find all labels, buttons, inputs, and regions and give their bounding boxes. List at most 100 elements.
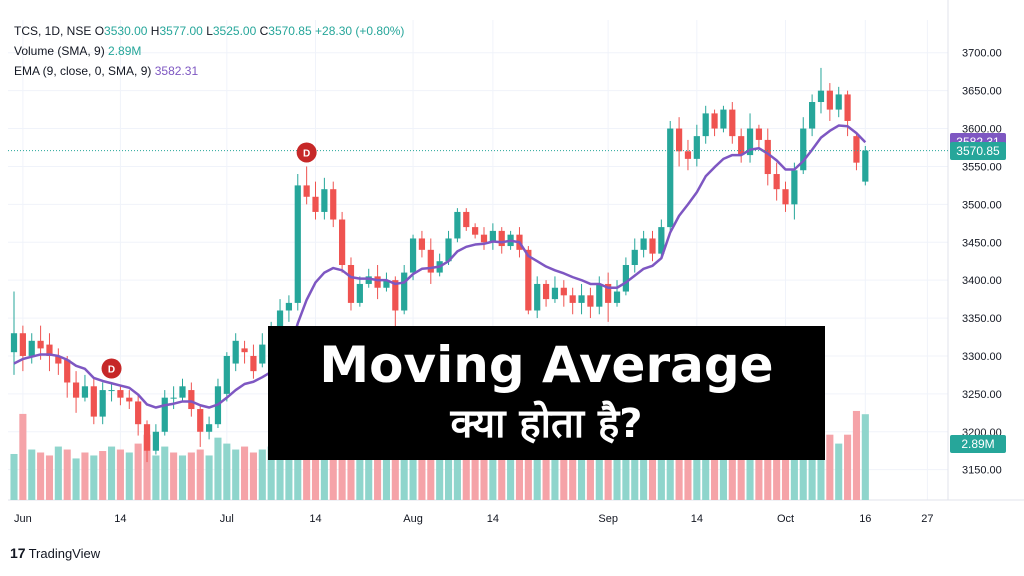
candle-body: [418, 238, 426, 250]
y-tick-label: 3400.00: [962, 275, 1002, 287]
volume-indicator-value: 2.89M: [108, 44, 142, 58]
volume-bar: [178, 455, 187, 500]
volume-bar: [258, 449, 266, 500]
low-value: 3525.00: [212, 24, 257, 38]
candle-body: [746, 128, 754, 156]
title-overlay: Moving Average क्या होता है?: [268, 326, 825, 460]
candle-body: [675, 128, 683, 152]
candle-body: [303, 185, 310, 197]
volume-bar: [303, 431, 311, 500]
candle-body: [525, 249, 532, 311]
volume-bar: [453, 446, 461, 500]
candle-body: [454, 211, 461, 239]
volume-bar: [187, 452, 195, 500]
volume-bar: [808, 440, 816, 500]
volume-bar: [267, 446, 275, 500]
y-tick-label: 3250.00: [962, 389, 1002, 401]
candle-body: [223, 355, 230, 394]
candle-body: [365, 276, 372, 284]
candle-body: [738, 136, 745, 156]
volume-bar: [533, 443, 541, 500]
candle-body: [392, 280, 399, 311]
y-tick-label: 3650.00: [962, 86, 1002, 98]
volume-bar: [241, 446, 249, 500]
volume-bar: [799, 428, 807, 500]
x-tick-label: Jul: [220, 513, 234, 525]
candle-body: [126, 397, 133, 402]
y-tick-label: 3150.00: [962, 465, 1002, 477]
volume-bar: [45, 455, 54, 500]
high-value: 3577.00: [159, 24, 203, 38]
candle-body: [711, 113, 718, 129]
volume-bar: [835, 443, 843, 500]
x-tick-label: 14: [309, 513, 321, 525]
volume-bar: [648, 455, 657, 500]
candle-body: [135, 401, 142, 425]
volume-bar: [223, 443, 231, 500]
volume-bar: [604, 440, 612, 500]
overlay-subtitle: क्या होता है?: [450, 401, 643, 447]
candle-body: [90, 386, 97, 417]
ema-indicator-label: EMA (9, close, 0, SMA, 9): [14, 64, 152, 78]
volume-bar: [790, 434, 798, 500]
candle-body: [853, 136, 860, 163]
volume-bar: [125, 452, 133, 500]
volume-bar: [444, 449, 453, 500]
volume-bar: [844, 434, 852, 500]
candle-body: [693, 136, 700, 159]
candle-body: [596, 283, 603, 307]
volume-bar: [249, 452, 257, 500]
candle-body: [498, 230, 505, 247]
volume-bar: [507, 455, 515, 500]
candle-body: [480, 234, 488, 243]
candle-body: [347, 265, 355, 303]
candle-body: [622, 265, 629, 292]
dividend-marker: [101, 358, 122, 379]
tradingview-brand[interactable]: 17 TradingView: [10, 545, 100, 561]
candle-body: [720, 109, 727, 129]
volume-bar: [515, 452, 524, 500]
volume-bar: [746, 443, 754, 500]
volume-bar: [826, 434, 834, 500]
candle-body: [640, 238, 647, 250]
candle-body: [19, 333, 26, 356]
ema-legend[interactable]: EMA (9, close, 0, SMA, 9) 3582.31: [14, 64, 198, 78]
candle-body: [409, 238, 417, 273]
volume-bar: [311, 440, 320, 500]
candle-body: [658, 227, 665, 254]
volume-bar: [152, 455, 160, 500]
candle-body: [826, 90, 833, 110]
volume-bar: [10, 453, 18, 500]
candle-body: [108, 390, 115, 392]
volume-bar: [542, 449, 550, 500]
candle-body: [427, 249, 434, 273]
last-price-tag: 3570.85: [950, 141, 1006, 160]
candle-body: [587, 295, 594, 307]
volume-bar: [232, 449, 240, 500]
candle-body: [560, 287, 567, 296]
volume-bar: [711, 452, 719, 500]
candle-body: [835, 94, 842, 110]
volume-bar: [702, 443, 710, 500]
volume-bar: [196, 449, 204, 500]
candle-body: [330, 189, 337, 220]
x-tick-label: 14: [691, 513, 703, 525]
volume-bar: [640, 452, 648, 500]
volume-bar: [693, 446, 701, 500]
volume-bar: [409, 443, 417, 500]
volume-legend[interactable]: Volume (SMA, 9) 2.89M: [14, 44, 141, 58]
x-tick-label: 14: [114, 513, 126, 525]
candle-body: [702, 113, 709, 137]
candle-body: [534, 283, 541, 311]
candle-body: [445, 238, 452, 262]
volume-bar: [81, 452, 89, 500]
x-tick-label: Sep: [598, 513, 618, 525]
volume-bar: [498, 452, 506, 500]
candle-body: [294, 185, 301, 303]
volume-bar: [595, 449, 603, 500]
x-tick-label: Oct: [777, 513, 794, 525]
volume-bar: [170, 452, 178, 500]
volume-bar: [755, 452, 763, 500]
x-tick-label: 14: [487, 513, 499, 525]
